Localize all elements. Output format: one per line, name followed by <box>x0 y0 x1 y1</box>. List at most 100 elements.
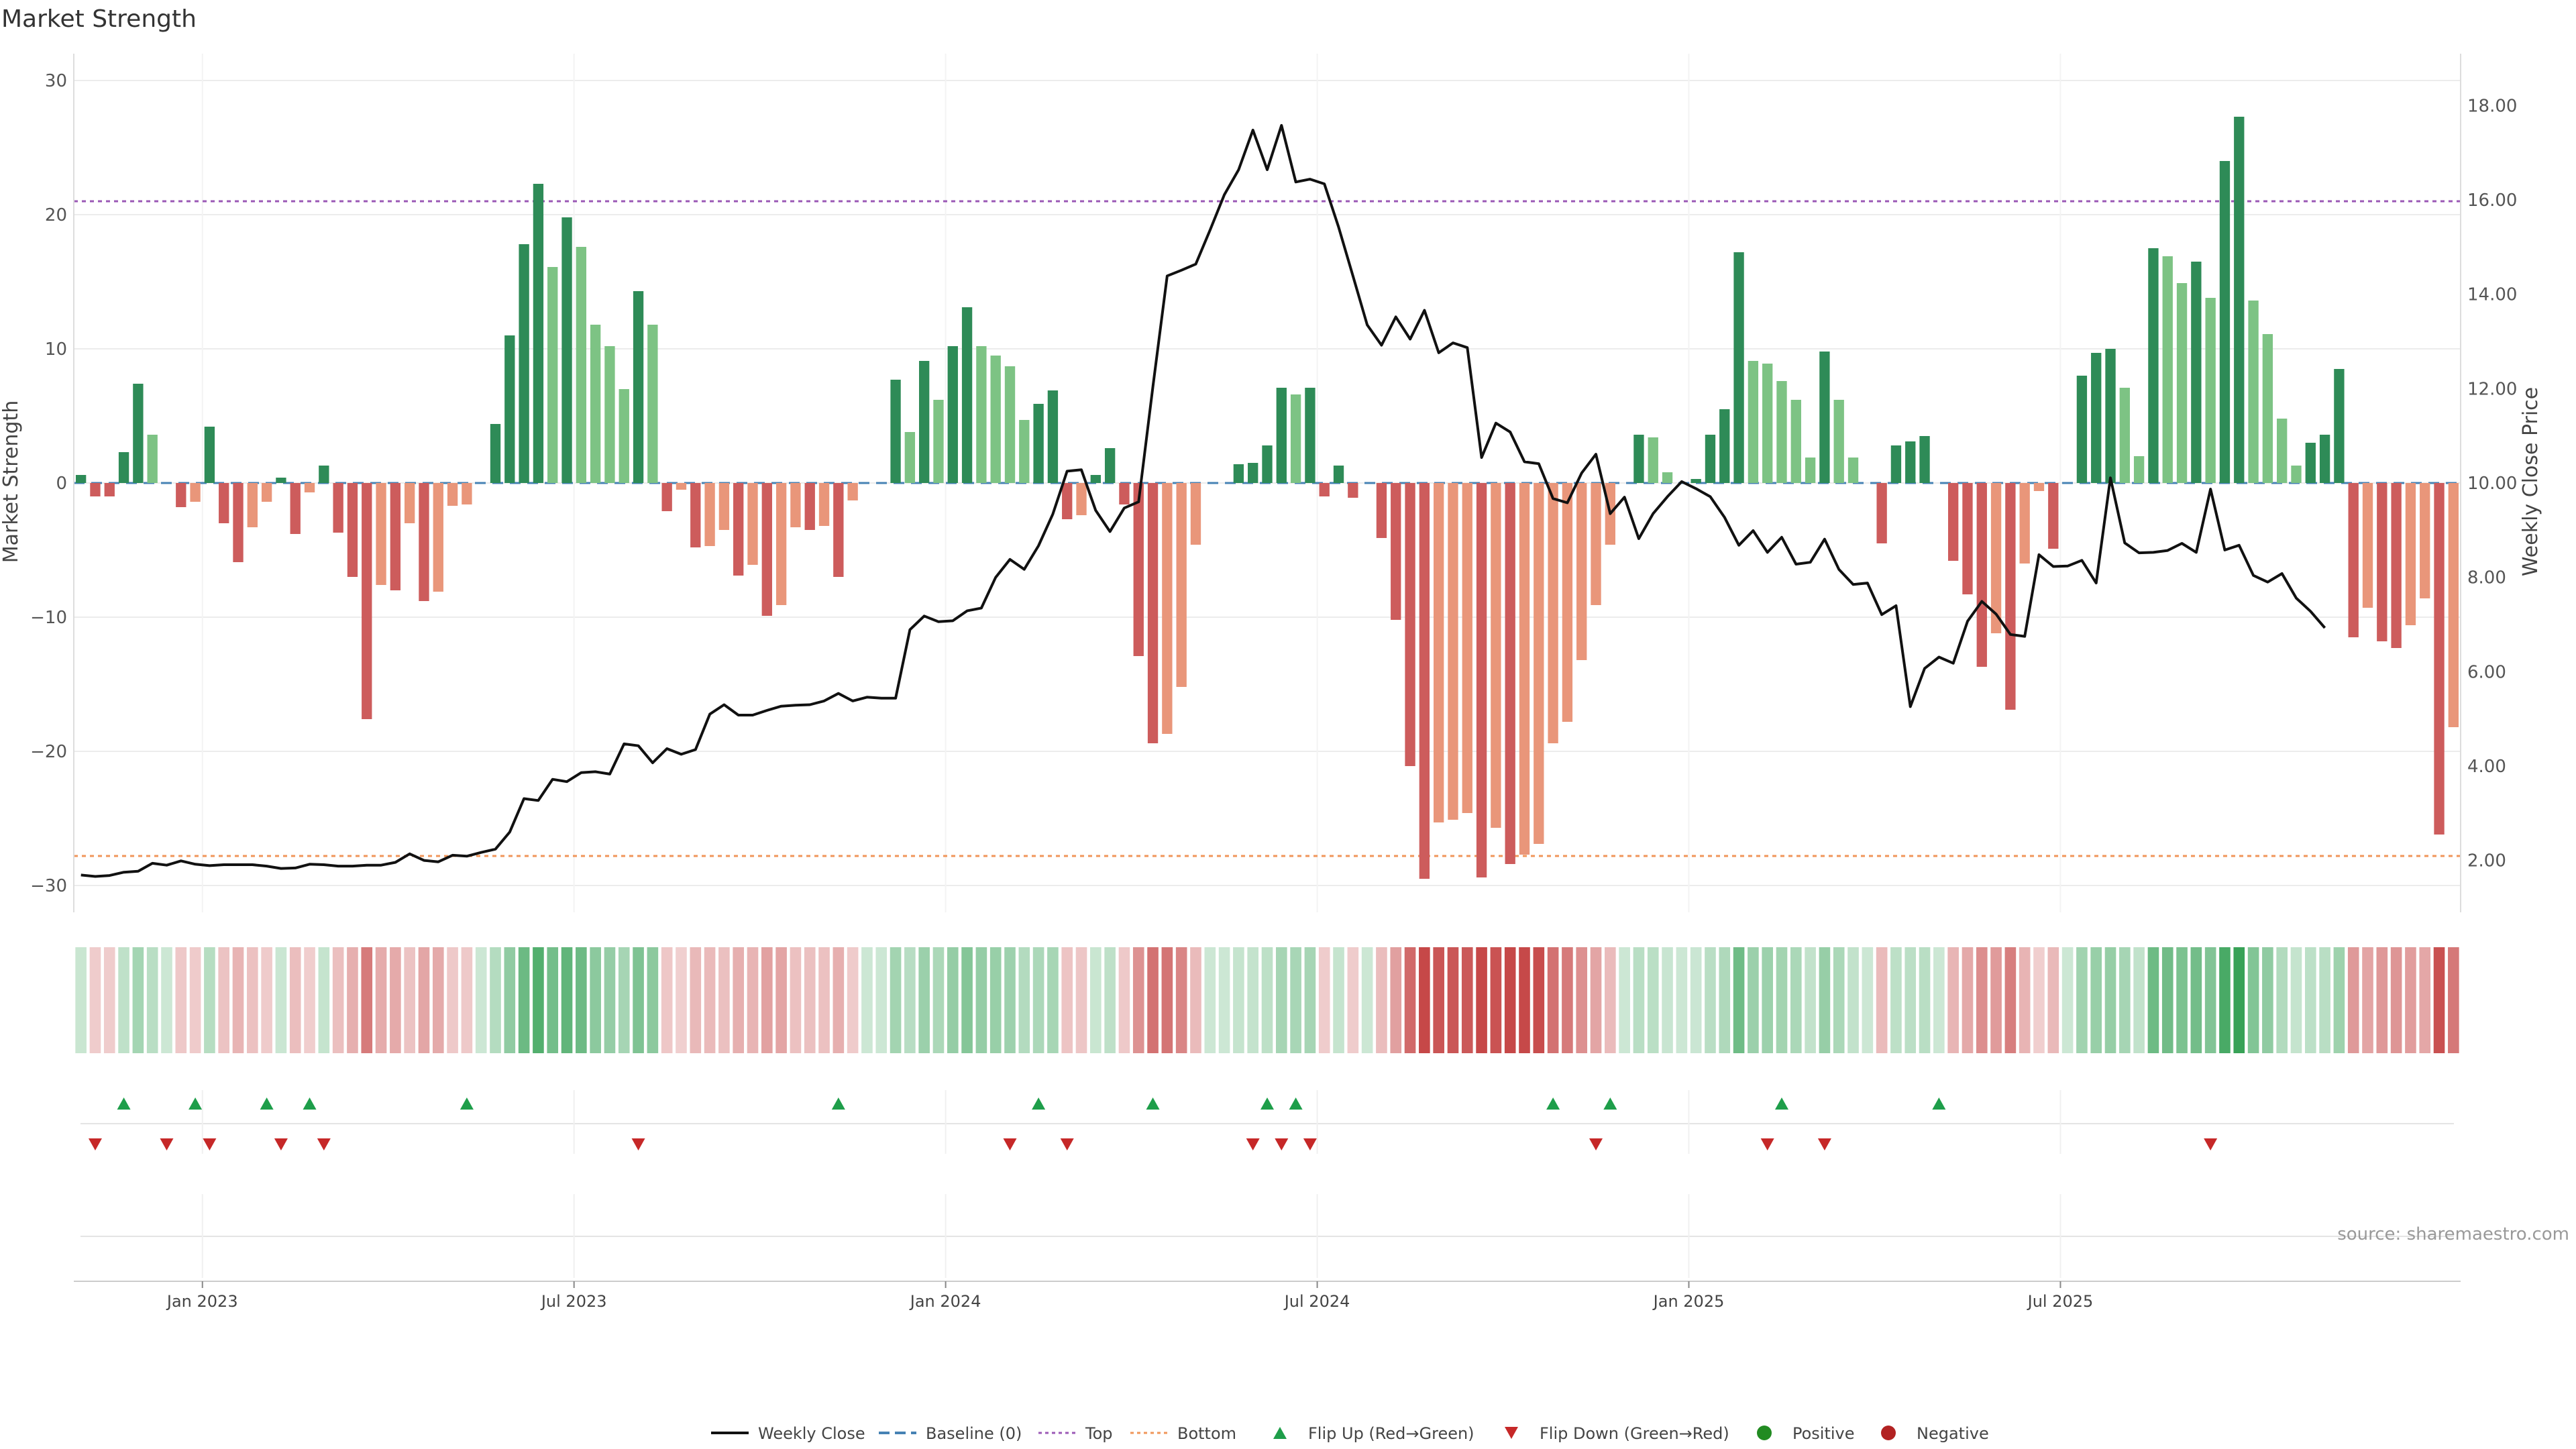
strength-bar <box>1648 437 1658 483</box>
y-tick-label: −30 <box>30 876 67 896</box>
y2-tick-label: 8.00 <box>2467 568 2506 588</box>
legend-item: Weekly Close <box>711 1424 865 1443</box>
heat-cell <box>590 947 601 1053</box>
strength-bar <box>1448 483 1458 820</box>
heat-cell <box>761 947 773 1053</box>
strength-bar <box>1004 366 1016 483</box>
heat-cell <box>1847 947 1859 1053</box>
heat-cell <box>118 947 129 1053</box>
heat-cell <box>161 947 172 1053</box>
heat-cell <box>2448 947 2459 1053</box>
heat-cell <box>1333 947 1344 1053</box>
strength-bar <box>1705 435 1716 483</box>
heat-cell <box>1790 947 1802 1053</box>
strength-bar <box>1662 472 1673 483</box>
heat-cell <box>932 947 945 1053</box>
heat-cell <box>1218 947 1230 1053</box>
strength-bar <box>1419 483 1430 879</box>
heat-cell <box>2033 947 2045 1053</box>
flip-down-marker <box>1760 1138 1774 1150</box>
heat-cell <box>1376 947 1387 1053</box>
strength-bar <box>633 291 644 483</box>
heat-cell <box>533 947 544 1053</box>
strength-bar <box>2176 283 2188 483</box>
heat-cell <box>1047 947 1059 1053</box>
strength-bar <box>1162 483 1173 734</box>
strength-bar <box>1776 381 1787 483</box>
strength-bar <box>1947 483 1959 561</box>
heat-cell <box>103 947 115 1053</box>
strength-bar <box>462 483 472 504</box>
heat-cell <box>1947 947 1959 1053</box>
strength-bar <box>1090 475 1102 483</box>
heat-cell <box>2390 947 2402 1053</box>
strength-bar <box>2162 256 2173 483</box>
legend-label: Flip Down (Green→Red) <box>1540 1424 1729 1443</box>
legend-swatch <box>1273 1427 1287 1439</box>
flip-down-marker <box>631 1138 645 1150</box>
y2-tick-label: 16.00 <box>2467 191 2517 211</box>
strength-bar <box>1633 435 1644 483</box>
heat-cell <box>1390 947 1402 1053</box>
heat-cell <box>1990 947 2002 1053</box>
y2-tick-label: 2.00 <box>2467 851 2506 871</box>
heat-cell <box>2204 947 2216 1053</box>
heat-cell <box>2319 947 2330 1053</box>
strength-bar <box>2377 483 2387 641</box>
strength-bar <box>1562 483 1573 722</box>
flip-up-marker <box>303 1097 317 1110</box>
flip-up-marker <box>117 1097 131 1110</box>
heat-cell <box>490 947 501 1053</box>
heat-cell <box>718 947 730 1053</box>
strength-bar <box>1962 483 1973 594</box>
strength-bar <box>1433 483 1444 822</box>
weekly-close-series <box>80 123 2326 878</box>
heat-cell <box>2433 947 2445 1053</box>
heat-cell <box>1247 947 1259 1053</box>
heat-cell <box>390 947 401 1053</box>
heat-cell <box>1733 947 1745 1053</box>
strength-bar <box>1133 483 1144 656</box>
strength-bar <box>718 483 730 530</box>
strength-bar <box>1534 483 1544 844</box>
strength-bar <box>1476 483 1487 877</box>
heat-cell <box>1204 947 1216 1053</box>
heat-cell <box>1318 947 1330 1053</box>
flip-down-marker <box>88 1138 102 1150</box>
strength-bar <box>2191 262 2202 483</box>
strength-bar <box>561 217 572 483</box>
heat-cell <box>2161 947 2174 1053</box>
heat-cell <box>175 947 187 1053</box>
heat-cell <box>861 947 873 1053</box>
date-axis: Jan 2023 Jul 2023 Jan 2024 Jul 2024 Jan 2025… <box>74 1281 2461 1311</box>
strength-bar <box>1876 483 1887 543</box>
heat-cell <box>775 947 787 1053</box>
strength-bar <box>2434 483 2445 835</box>
strength-bar <box>2105 349 2116 483</box>
strength-bar <box>2148 248 2159 483</box>
heat-cell <box>375 947 387 1053</box>
legend-swatch <box>1881 1426 1896 1440</box>
heat-cell <box>1862 947 1874 1053</box>
strength-bar <box>2277 419 2288 483</box>
strength-bar <box>1990 483 2002 633</box>
heat-cell <box>1504 947 1516 1053</box>
flip-down-marker <box>1246 1138 1260 1150</box>
strength-bar <box>1576 483 1587 660</box>
strength-bar <box>1333 466 1344 483</box>
y-tick-label: 20 <box>45 205 67 225</box>
strength-bar <box>90 483 101 496</box>
strength-bar <box>362 483 372 719</box>
heat-cell <box>361 947 373 1053</box>
heat-cell <box>1004 947 1016 1053</box>
strength-bar <box>1733 252 1744 483</box>
strength-bar <box>490 424 501 483</box>
heat-cell <box>1161 947 1173 1053</box>
heat-cell <box>461 947 473 1053</box>
strength-bar <box>2205 298 2216 483</box>
strength-bar <box>1519 483 1530 855</box>
strength-bar <box>1104 448 1116 483</box>
strength-bar <box>2348 483 2359 637</box>
strength-bar <box>1919 436 1930 483</box>
heat-cell <box>247 947 258 1053</box>
